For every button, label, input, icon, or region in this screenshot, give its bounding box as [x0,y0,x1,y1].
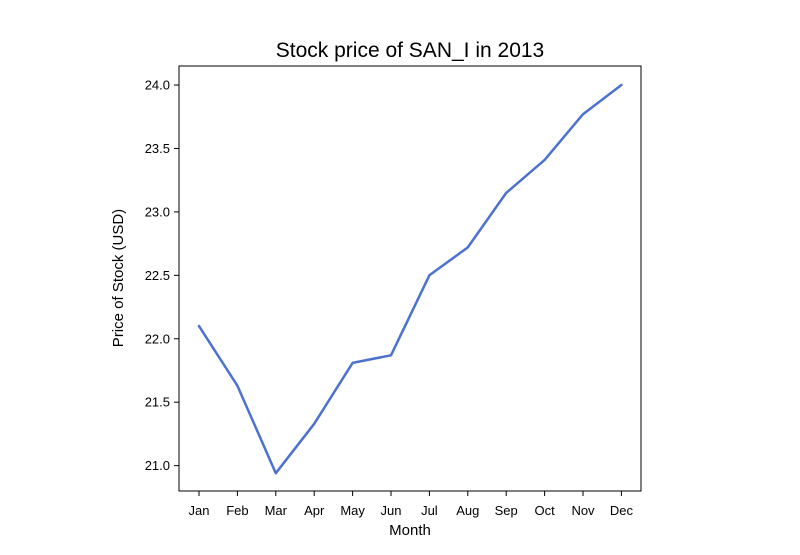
x-tick-label: Aug [456,503,479,518]
x-tick-label: Dec [610,503,634,518]
x-tick-label: Feb [226,503,248,518]
y-tick-label: 24.0 [145,78,170,93]
x-tick-label: Sep [495,503,518,518]
y-tick-label: 21.0 [145,458,170,473]
x-tick-label: Jun [381,503,402,518]
x-tick-label: Mar [265,503,288,518]
x-tick-label: Apr [304,503,325,518]
plot-area: Jan Feb Mar Apr May Jun Jul Aug Sep Oct Nov Dec 21.0… [145,65,642,518]
x-tick-label: Jan [189,503,210,518]
y-tick-label: 23.5 [145,141,170,156]
y-tick-label: 22.5 [145,268,170,283]
series-line [197,83,623,475]
x-tick-label: May [340,503,365,518]
y-tick-label: 21.5 [145,395,170,410]
chart-title: Stock price of SAN_I in 2013 [276,39,544,62]
x-tick-label: Jul [421,503,438,518]
x-tick-label: Nov [571,503,595,518]
x-tick-label: Oct [534,503,555,518]
y-tick-label: 22.0 [145,331,170,346]
x-axis-label: Month [389,522,431,539]
y-axis-label: Price of Stock (USD) [110,209,127,347]
plot-frame [178,65,642,492]
y-tick-label: 23.0 [145,204,170,219]
